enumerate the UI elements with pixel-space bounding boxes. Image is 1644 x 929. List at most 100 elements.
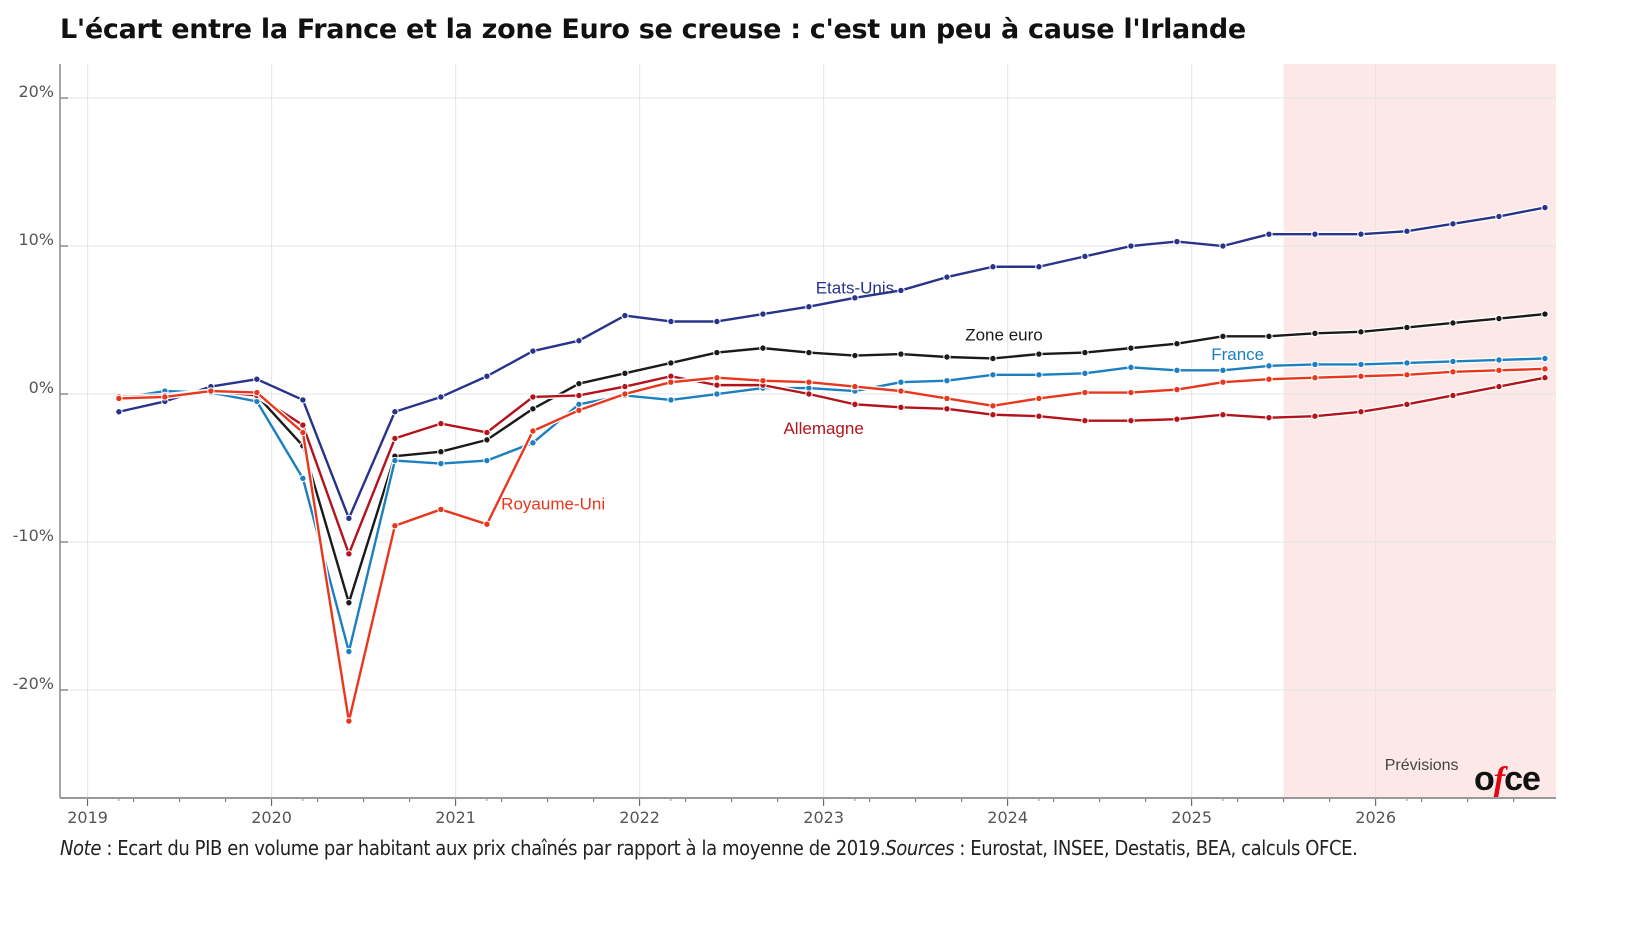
data-point-allemagne — [943, 405, 951, 413]
data-point-zone-euro — [1495, 314, 1503, 323]
data-point-france — [1311, 360, 1319, 369]
data-point-etats-unis — [529, 347, 537, 355]
data-point-etats-unis — [345, 514, 353, 523]
forecast-label: Prévisions — [1385, 757, 1459, 774]
data-point-zone-euro — [621, 369, 629, 377]
data-point-zone-euro — [1311, 329, 1319, 338]
data-point-allemagne — [1311, 412, 1319, 420]
note-label: Note — [60, 836, 101, 860]
data-point-royaume-uni — [345, 717, 353, 725]
data-point-etats-unis — [1081, 252, 1089, 261]
data-point-royaume-uni — [713, 374, 721, 382]
data-point-etats-unis — [391, 408, 399, 416]
x-tick-label: 2026 — [1355, 808, 1396, 827]
data-point-etats-unis — [299, 396, 307, 404]
data-point-zone-euro — [943, 353, 951, 361]
data-point-zone-euro — [713, 348, 721, 357]
ofce-logo: ofce — [1474, 760, 1541, 799]
series-label-zone-euro: Zone euro — [965, 326, 1043, 345]
series-line-etats-unis — [118, 206, 1546, 520]
data-point-etats-unis — [483, 372, 491, 380]
data-point-france — [1127, 363, 1135, 372]
data-point-france — [1357, 360, 1365, 369]
data-point-etats-unis — [897, 286, 905, 295]
data-point-france — [1219, 366, 1227, 375]
data-point-royaume-uni — [897, 387, 905, 395]
data-point-zone-euro — [1081, 348, 1089, 357]
chart-title: L'écart entre la France et la zone Euro … — [60, 14, 1246, 45]
y-tick-label: -10% — [13, 526, 54, 545]
data-point-france — [1495, 356, 1503, 364]
data-point-france — [897, 378, 905, 386]
forecast-region-layer — [1283, 64, 1556, 798]
data-point-allemagne — [1265, 413, 1273, 422]
data-point-allemagne — [621, 382, 629, 391]
data-point-royaume-uni — [805, 378, 813, 386]
data-point-royaume-uni — [207, 387, 215, 395]
data-point-royaume-uni — [851, 382, 859, 391]
series-label-royaume-uni: Royaume-Uni — [501, 494, 605, 513]
data-point-france — [1265, 362, 1273, 370]
data-point-zone-euro — [989, 354, 997, 363]
data-point-allemagne — [1357, 408, 1365, 416]
data-point-allemagne — [437, 419, 445, 428]
data-point-royaume-uni — [529, 427, 537, 435]
data-point-etats-unis — [1219, 242, 1227, 250]
x-tick-label: 2022 — [619, 808, 660, 827]
data-point-royaume-uni — [253, 388, 261, 397]
data-point-zone-euro — [759, 344, 767, 352]
data-point-allemagne — [299, 421, 307, 429]
data-point-allemagne — [1495, 382, 1503, 391]
series-line-france — [118, 357, 1545, 653]
x-tick-label: 2023 — [803, 808, 844, 827]
series-line-allemagne — [118, 375, 1546, 556]
data-point-etats-unis — [1449, 220, 1457, 228]
data-point-zone-euro — [1127, 344, 1135, 352]
data-point-allemagne — [1127, 416, 1135, 425]
data-point-allemagne — [345, 550, 353, 558]
series-etats-unis — [115, 203, 1549, 523]
data-point-france — [391, 456, 399, 465]
logo-o: o — [1474, 760, 1495, 798]
data-point-etats-unis — [713, 317, 721, 326]
data-point-france — [713, 390, 721, 398]
data-point-etats-unis — [989, 263, 997, 271]
data-point-allemagne — [713, 381, 721, 389]
data-point-zone-euro — [1265, 332, 1273, 340]
data-point-royaume-uni — [1541, 365, 1549, 373]
data-point-etats-unis — [621, 311, 629, 320]
data-point-zone-euro — [1403, 323, 1411, 332]
data-point-allemagne — [529, 393, 537, 401]
data-point-zone-euro — [1541, 310, 1549, 318]
data-point-france — [345, 647, 353, 656]
data-point-royaume-uni — [299, 428, 307, 437]
data-point-royaume-uni — [575, 406, 583, 414]
data-point-france — [1449, 357, 1457, 366]
series-royaume-uni — [115, 365, 1549, 725]
data-point-etats-unis — [1265, 230, 1273, 238]
data-point-allemagne — [897, 403, 905, 412]
data-point-etats-unis — [575, 337, 583, 345]
logo-ce: ce — [1504, 760, 1541, 798]
data-point-royaume-uni — [161, 393, 169, 401]
data-point-royaume-uni — [989, 402, 997, 410]
data-point-royaume-uni — [437, 505, 445, 514]
data-point-allemagne — [1173, 415, 1181, 423]
data-point-allemagne — [391, 434, 399, 443]
logo-f: f — [1493, 761, 1505, 798]
chart-footnote: Note : Ecart du PIB en volume par habita… — [60, 836, 1358, 860]
data-point-etats-unis — [851, 294, 859, 302]
series-label-france: France — [1211, 345, 1264, 364]
series-france — [115, 354, 1549, 656]
data-point-allemagne — [575, 391, 583, 400]
x-tick-label: 2021 — [435, 808, 476, 827]
data-point-allemagne — [1403, 400, 1411, 409]
data-point-france — [437, 459, 445, 468]
data-point-royaume-uni — [1173, 385, 1181, 394]
series-label-etats-unis: Etats-Unis — [816, 278, 894, 297]
series-line-royaume-uni — [118, 367, 1545, 723]
data-point-etats-unis — [115, 408, 123, 416]
data-point-france — [1403, 359, 1411, 367]
y-tick-label: -20% — [13, 674, 54, 693]
